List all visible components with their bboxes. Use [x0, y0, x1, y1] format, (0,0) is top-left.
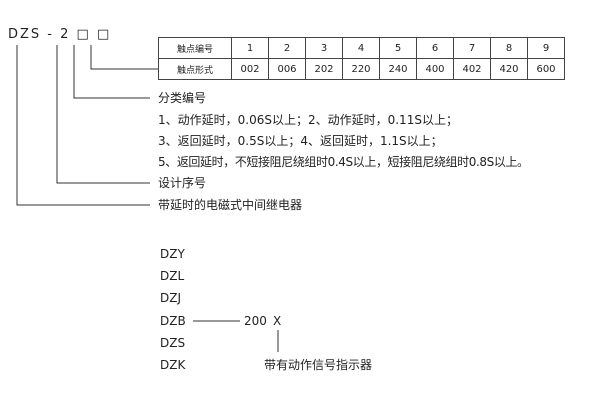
suffix-note: 带有动作信号指示器 — [264, 358, 373, 372]
cell: 6 — [416, 37, 454, 59]
table-row-forms: 触点形式 002 006 202 220 240 400 402 420 600 — [158, 58, 565, 80]
cell: 4 — [342, 37, 380, 59]
classification-label: 分类编号 — [158, 91, 207, 105]
cell: 240 — [379, 58, 417, 80]
line-relay-type — [16, 45, 150, 206]
relay-type-label: 带延时的电磁式中间继电器 — [158, 198, 303, 212]
cell: 420 — [490, 58, 528, 80]
cell: 7 — [453, 37, 491, 59]
row-header: 触点形式 — [158, 58, 232, 80]
cell: 8 — [490, 37, 528, 59]
cell: 002 — [231, 58, 269, 80]
line-design-serial — [56, 45, 150, 184]
series-item: DZJ — [160, 291, 181, 305]
cell: 202 — [305, 58, 343, 80]
cell: 400 — [416, 58, 454, 80]
cell: 402 — [453, 58, 491, 80]
row-header: 触点编号 — [158, 37, 232, 59]
series-item: DZS — [160, 336, 186, 350]
suffix-code: 200 — [244, 314, 267, 328]
design-serial-label: 设计序号 — [158, 176, 207, 190]
class-line: 3、返回延时，0.5S以上；4、返回延时，1.1S以上； — [158, 134, 443, 148]
line-classification — [73, 45, 150, 99]
cell: 5 — [379, 37, 417, 59]
model-code: DZS - 2 □ □ — [8, 27, 112, 42]
class-line: 5、返回延时，不短接阻尼绕组时0.4S以上，短接阻尼绕组时0.8S以上。 — [158, 155, 529, 169]
cell: 9 — [527, 37, 565, 59]
cell: 3 — [305, 37, 343, 59]
contact-table: 触点编号 1 2 3 4 5 6 7 8 9 触点形式 002 006 202 … — [158, 37, 565, 80]
line-contact-form — [90, 45, 158, 70]
table-row-numbers: 触点编号 1 2 3 4 5 6 7 8 9 — [158, 37, 565, 59]
series-item: DZK — [160, 358, 186, 372]
cell: 220 — [342, 58, 380, 80]
cell: 006 — [268, 58, 306, 80]
cell: 600 — [527, 58, 565, 80]
cell: 1 — [231, 37, 269, 59]
suffix-mark: X — [273, 314, 282, 328]
series-item: DZY — [160, 247, 185, 261]
cell: 2 — [268, 37, 306, 59]
series-item: DZB — [160, 314, 186, 328]
series-item: DZL — [160, 269, 185, 283]
class-line: 1、动作延时，0.06S以上；2、动作延时，0.11S以上； — [158, 113, 458, 127]
